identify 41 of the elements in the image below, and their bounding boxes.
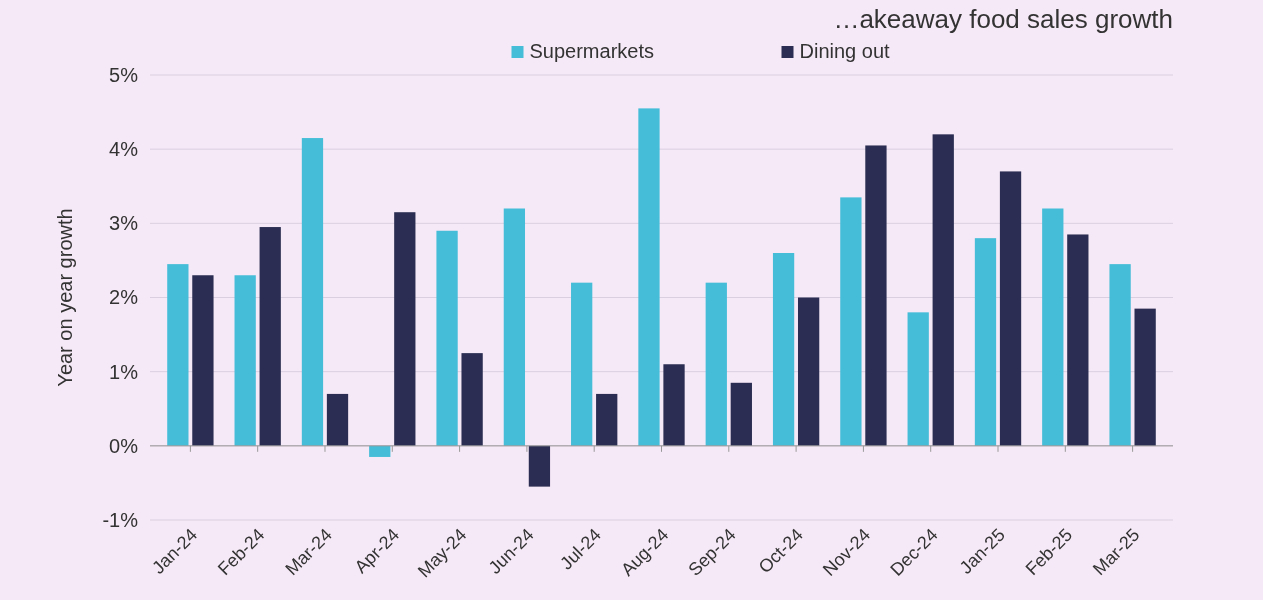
y-tick-label: 1% [109,360,139,383]
bar [192,275,214,446]
bar [301,138,324,446]
y-tick-label: 2% [109,286,139,309]
bar [326,393,349,446]
bar [974,238,997,446]
chart-title: …akeaway food sales growth [833,4,1173,34]
bar [638,108,660,446]
bar [663,364,685,446]
y-tick-label: 0% [109,434,139,457]
y-tick-label: 3% [109,212,139,235]
bar [596,393,618,446]
bar [1067,234,1089,446]
y-tick-label: -1% [102,508,139,531]
bar [840,197,862,446]
bar [167,264,189,446]
bar [1109,264,1131,446]
bar [259,227,281,446]
y-tick-label: 5% [109,63,139,86]
legend-label: Dining out [799,40,890,62]
bar [797,297,820,446]
y-tick-label: 4% [109,138,139,161]
bar [234,275,256,446]
bar [999,171,1022,446]
bar [528,445,551,487]
bar [369,445,391,457]
bar [503,208,526,446]
legend-label: Supermarkets [529,40,654,62]
bar [1042,208,1064,446]
bar [730,382,752,446]
bar [907,312,929,446]
bar [436,230,458,446]
bar [772,253,795,446]
bar [865,145,887,446]
y-axis-title: Year on year growth [54,208,76,387]
bar [571,282,593,446]
bar [932,134,954,446]
bar [461,353,483,446]
bar [394,212,416,446]
bar [1134,308,1156,446]
bar [705,282,727,446]
